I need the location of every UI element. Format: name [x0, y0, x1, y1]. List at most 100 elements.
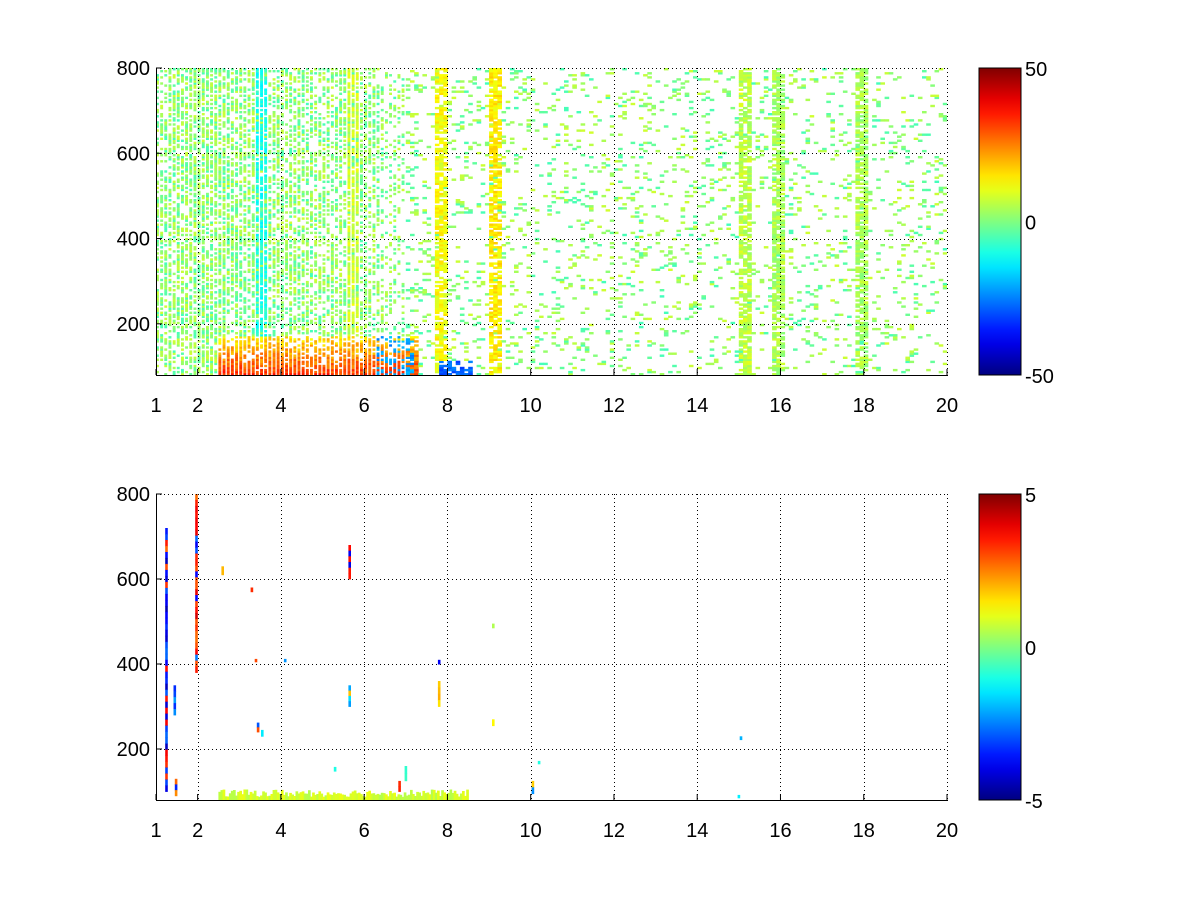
heatmap-cell — [335, 113, 338, 116]
heatmap-cell — [339, 123, 343, 126]
heatmap-cell — [268, 196, 272, 200]
heatmap-cell — [276, 117, 280, 120]
heatmap-cell — [314, 133, 318, 136]
heatmap-cell — [364, 325, 368, 329]
heatmap-cell — [268, 225, 272, 228]
heatmap-cell — [255, 115, 259, 118]
heatmap-cell — [201, 289, 205, 292]
heatmap-cell — [285, 248, 288, 251]
heatmap-cell — [189, 104, 193, 108]
heatmap-cell — [343, 135, 347, 138]
heatmap-cell — [226, 196, 230, 200]
heatmap-cell — [360, 311, 363, 314]
heatmap-cell — [193, 82, 197, 85]
heatmap-cell — [297, 68, 301, 71]
heatmap-cell — [185, 237, 188, 241]
heatmap-cell — [318, 295, 322, 298]
heatmap-cell — [268, 264, 272, 267]
heatmap-cell — [197, 233, 201, 237]
heatmap-cell — [239, 111, 243, 114]
heatmap-cell — [172, 360, 176, 364]
heatmap-cell — [168, 293, 172, 296]
heatmap-cell — [201, 119, 205, 122]
heatmap-cell — [260, 188, 263, 192]
heatmap-cell — [289, 129, 293, 132]
heatmap-cell — [185, 86, 188, 89]
heatmap-cell — [293, 78, 297, 81]
heatmap-cell — [181, 330, 184, 333]
heatmap-cell — [218, 272, 222, 276]
heatmap-cell — [214, 166, 218, 169]
heatmap-cell — [235, 229, 238, 233]
heatmap-cell — [347, 186, 351, 190]
heatmap-cell — [326, 174, 330, 177]
heatmap-cell — [172, 106, 176, 110]
heatmap-cell — [339, 74, 343, 77]
heatmap-cell — [368, 111, 372, 114]
heatmap-cell — [355, 111, 359, 114]
heatmap-cell — [172, 327, 176, 331]
heatmap-cell — [280, 164, 284, 167]
heatmap-cell — [185, 223, 188, 226]
heatmap-cell — [264, 233, 268, 237]
heatmap-cell — [172, 133, 176, 136]
heatmap-cell — [260, 98, 263, 102]
heatmap-cell — [247, 94, 251, 97]
heatmap-cell — [201, 346, 205, 349]
heatmap-cell — [293, 237, 297, 241]
heatmap-cell — [347, 102, 351, 106]
heatmap-cell — [172, 272, 176, 276]
heatmap-cell — [201, 321, 205, 325]
heatmap-cell — [297, 262, 301, 265]
heatmap-cell — [210, 266, 213, 269]
heatmap-cell — [206, 338, 209, 341]
heatmap-cell — [176, 115, 180, 118]
heatmap-cell — [330, 104, 334, 108]
heatmap-cell — [264, 149, 268, 153]
heatmap-cell — [168, 203, 172, 206]
heatmap-cell — [251, 278, 255, 282]
heatmap-cell — [197, 340, 201, 343]
heatmap-cell — [247, 223, 251, 226]
heatmap-cell — [235, 211, 238, 214]
heatmap-cell — [364, 260, 368, 263]
heatmap-cell — [318, 68, 322, 71]
heatmap-cell — [335, 121, 338, 124]
heatmap-cell — [156, 190, 159, 194]
heatmap-cell — [351, 301, 355, 304]
heatmap-cell — [168, 303, 172, 306]
heatmap-cell — [355, 262, 359, 265]
heatmap-cell — [343, 219, 347, 222]
heatmap-cell — [351, 362, 355, 366]
heatmap-cell — [301, 340, 305, 343]
heatmap-cell — [318, 244, 322, 247]
heatmap-cell — [197, 295, 201, 298]
heatmap-cell — [239, 74, 243, 77]
heatmap-cell — [218, 338, 222, 341]
heatmap-cell — [239, 158, 243, 161]
heatmap-cell — [318, 315, 322, 318]
heatmap-cell — [293, 239, 297, 243]
heatmap-cell — [318, 80, 322, 83]
heatmap-cell — [176, 213, 180, 216]
heatmap-cell — [318, 205, 322, 208]
heatmap-cell — [322, 262, 326, 265]
heatmap-cell — [176, 264, 180, 267]
heatmap-cell — [326, 358, 330, 361]
heatmap-cell — [280, 207, 284, 210]
heatmap-cell — [164, 196, 168, 200]
heatmap-cell — [330, 305, 334, 308]
heatmap-cell — [372, 256, 376, 259]
heatmap-cell — [260, 86, 263, 89]
heatmap-cell — [197, 205, 201, 208]
heatmap-cell — [360, 336, 363, 339]
heatmap-cell — [343, 223, 347, 226]
heatmap-cell — [214, 248, 218, 251]
heatmap-cell — [322, 76, 326, 79]
heatmap-cell — [168, 70, 172, 73]
heatmap-cell — [360, 154, 363, 157]
heatmap-cell — [222, 78, 226, 81]
heatmap-cell — [176, 268, 180, 271]
heatmap-cell — [206, 123, 209, 126]
heatmap-cell — [339, 352, 343, 355]
